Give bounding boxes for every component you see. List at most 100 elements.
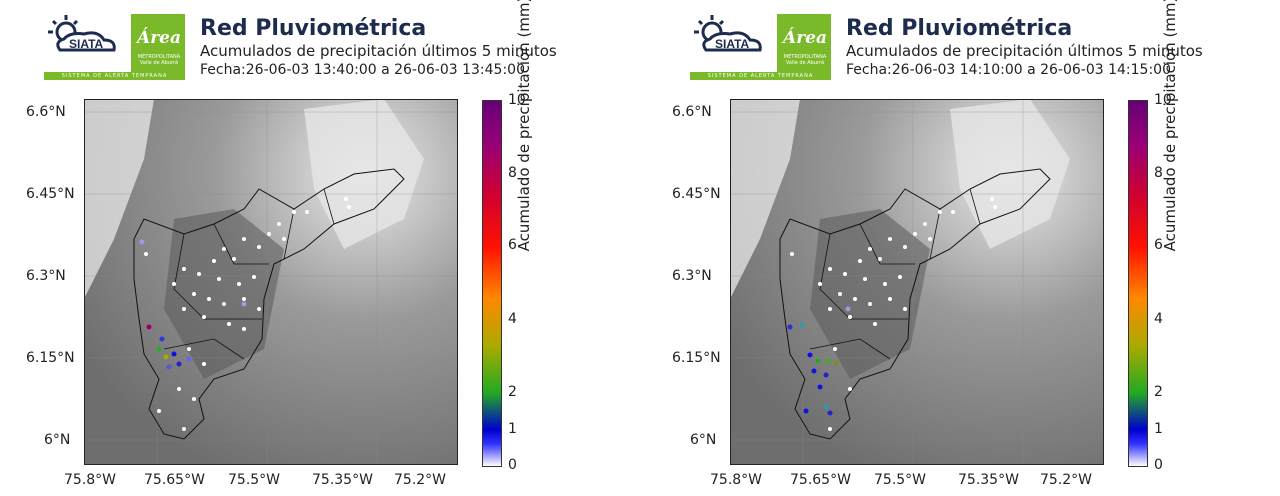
station-marker [222,247,226,251]
station-marker [139,239,145,245]
logo-strip: SISTEMA DE ALERTA TEMPRANA [44,72,185,80]
longitude-tick: 75.35°W [958,472,1019,488]
map-frame [84,99,458,465]
station-marker [790,252,794,256]
station-marker [171,351,177,357]
station-marker [159,336,165,342]
station-marker [815,358,821,364]
latitude-tick: 6.3°N [26,268,66,284]
area-logo-small: METROPOLITANA Valle de Aburrá [137,54,181,66]
svg-text:SIATA: SIATA [715,37,750,51]
precipitation-map [84,99,458,465]
colorbar-tick: 8 [1154,165,1163,181]
latitude-tick: 6.45°N [26,186,75,202]
station-marker [833,360,839,366]
station-marker [873,322,877,326]
station-marker [825,358,831,364]
station-marker [853,297,857,301]
colorbar-label: Acumulado de precipitación (mm) [1161,0,1179,252]
terrain-high-east [304,99,424,249]
station-marker [202,315,206,319]
valley-floor [164,209,284,379]
station-marker [845,306,851,312]
longitude-tick: 75.65°W [144,472,205,488]
latitude-tick: 6.3°N [672,268,712,284]
station-marker [252,275,256,279]
station-marker [186,356,192,362]
station-marker [172,282,176,286]
station-marker [848,387,852,391]
station-marker [192,397,196,401]
station-marker [868,247,872,251]
station-marker [192,292,196,296]
map-subtitle: Acumulados de precipitación últimos 5 mi… [846,42,1203,60]
station-marker [807,352,813,358]
station-marker [828,307,832,311]
latitude-tick: 6.15°N [26,350,75,366]
station-marker [827,410,833,416]
map-title: Red Pluviométrica [846,16,1073,41]
station-marker [838,292,842,296]
station-marker [799,322,805,328]
svg-text:SIATA: SIATA [69,37,104,51]
station-marker [241,301,247,307]
station-marker [817,384,823,390]
terrain-high-east [950,99,1070,249]
station-marker [818,282,822,286]
station-marker [217,277,221,281]
map-subtitle: Acumulados de precipitación últimos 5 mi… [200,42,557,60]
rain-stations-wet [787,306,851,416]
station-marker [197,272,201,276]
latitude-tick: 6°N [44,432,71,448]
station-marker [903,307,907,311]
station-marker [903,245,907,249]
colorbar-tick: 2 [1154,384,1163,400]
terrain-high-west [730,99,800,299]
station-marker [146,324,152,330]
date-range: Fecha:26-06-03 13:40:00 a 26-06-03 13:45… [200,62,525,78]
latitude-tick: 6.6°N [26,104,66,120]
station-marker [242,237,246,241]
station-marker [848,315,852,319]
station-marker [888,297,892,301]
rain-stations [790,197,997,431]
latitude-tick: 6°N [690,432,717,448]
station-marker [990,197,994,201]
longitude-tick: 75.65°W [790,472,851,488]
station-marker [182,427,186,431]
station-marker [347,205,351,209]
longitude-tick: 75.8°W [64,472,117,488]
station-marker [787,324,793,330]
longitude-tick: 75.2°W [1040,472,1093,488]
map-frame [730,99,1104,465]
left-panel: SIATA Área METROPOLITANA Valle de Aburrá… [26,0,557,488]
siata-logo: SIATA [694,15,762,52]
station-marker [823,404,829,410]
station-marker [913,232,917,236]
station-marker [833,347,837,351]
colorbar-tick: 4 [508,311,517,327]
latitude-tick: 6.45°N [672,186,721,202]
date-range: Fecha:26-06-03 14:10:00 a 26-06-03 14:15… [846,62,1171,78]
station-marker [182,267,186,271]
station-marker [951,210,955,214]
station-marker [843,272,847,276]
colorbar-tick: 1 [1154,421,1163,437]
station-marker [227,322,231,326]
station-marker [222,302,226,306]
station-marker [163,354,169,360]
station-marker [898,275,902,279]
station-marker [242,327,246,331]
colorbar-tick: 6 [1154,237,1163,253]
valle-aburra-boundary [133,168,405,440]
station-marker [811,368,817,374]
colorbar-tick: 10 [1154,92,1172,108]
station-marker [144,252,148,256]
station-marker [868,302,872,306]
colorbar-tick: 0 [1154,457,1163,473]
station-marker [863,277,867,281]
colorbar-label: Acumulado de precipitación (mm) [515,0,533,252]
logo-strip: SISTEMA DE ALERTA TEMPRANA [690,72,831,80]
station-marker [202,362,206,366]
station-marker [182,307,186,311]
